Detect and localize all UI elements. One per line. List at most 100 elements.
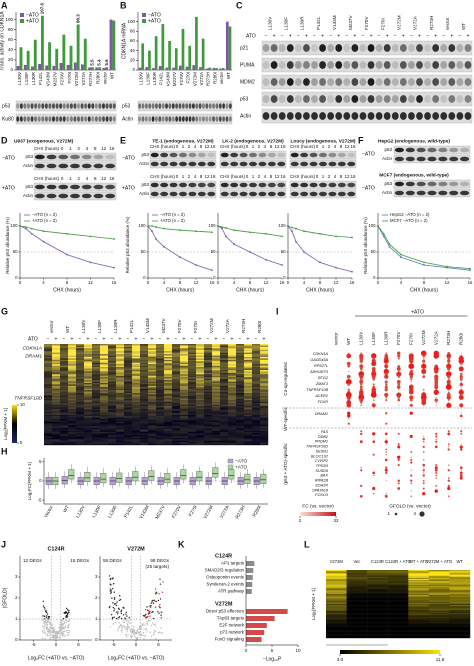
point [54, 637, 56, 640]
blot-band [262, 78, 270, 86]
heat-cell [140, 443, 149, 446]
bubble [458, 366, 464, 372]
point [120, 625, 122, 627]
blot-band [278, 61, 286, 69]
bubble [410, 461, 413, 464]
heat-cell [44, 416, 53, 418]
point [48, 628, 51, 630]
blot-band [148, 103, 152, 109]
blot-band [150, 161, 159, 167]
hours-value: 1 [252, 174, 255, 179]
heat-cell [188, 416, 197, 418]
heat-cell [449, 598, 471, 600]
heat-cell [84, 433, 93, 436]
heat-cell [326, 624, 347, 626]
heat-cell [172, 349, 181, 352]
heat-cell [156, 432, 165, 434]
heat-cell [148, 417, 157, 420]
heat-cell [204, 432, 213, 434]
bar [112, 20, 116, 70]
point [68, 632, 70, 634]
heat-cell [100, 372, 109, 375]
heat-cell [116, 419, 125, 421]
heat-cell [124, 411, 133, 414]
point [113, 616, 115, 618]
heat-cell [156, 369, 165, 372]
point [122, 606, 125, 609]
heat-cell [156, 417, 165, 420]
blot-band [335, 78, 343, 86]
heat-cell [164, 404, 173, 407]
heat-cell [180, 377, 189, 379]
heat-cell [172, 437, 181, 440]
x-axis-label: Log₂FC (+ATO vs. −ATO) [28, 655, 85, 661]
point [44, 637, 46, 640]
heat-cell [244, 377, 253, 379]
row-label: ATO [246, 33, 256, 39]
heat-cell [156, 391, 165, 394]
heat-cell [116, 395, 125, 398]
bar [76, 24, 80, 71]
heat-cell [124, 346, 133, 349]
heat-cell [76, 348, 85, 350]
blot-band [84, 116, 88, 122]
x-tick-label: 10 [295, 648, 301, 653]
blot-label: p53 [2, 103, 11, 109]
bubble [447, 375, 451, 379]
heat-cell [196, 407, 205, 410]
blot-band [300, 191, 309, 197]
heat-cell [52, 367, 61, 369]
point [149, 631, 151, 633]
heat-cell [84, 400, 93, 402]
ato-sign: + [103, 336, 106, 342]
heat-cell [172, 442, 181, 444]
heat-cell [116, 390, 125, 392]
blot-band [416, 190, 426, 196]
legend-title: GFOLD (vs. vector) [389, 503, 431, 509]
heat-cell [140, 423, 149, 425]
bubble [434, 445, 438, 449]
column-label: vector [49, 320, 54, 333]
point [61, 628, 63, 631]
heat-cell [100, 442, 109, 444]
heat-cell [260, 380, 269, 382]
heat-cell [220, 407, 229, 410]
heat-cell [196, 424, 205, 427]
heat-cell [228, 423, 237, 425]
blot-band [80, 103, 84, 109]
y-tick-label: 3 [95, 574, 98, 579]
blot-band [319, 112, 326, 120]
heat-cell [188, 358, 197, 361]
point [48, 618, 51, 621]
blot-band [185, 116, 189, 122]
heat-cell [108, 434, 117, 437]
blot-band [212, 103, 215, 109]
blot-band [105, 193, 116, 199]
heat-cell [108, 372, 117, 375]
point [67, 634, 69, 637]
heat-cell [60, 365, 69, 368]
heat-cell [244, 364, 253, 366]
blot-band [230, 182, 239, 188]
heat-cell [387, 628, 409, 631]
heat-cell [84, 419, 93, 421]
point [139, 631, 142, 633]
heat-cell [116, 434, 125, 437]
heat-cell [244, 434, 253, 437]
ato-sign: − [127, 336, 130, 342]
bubble [434, 466, 438, 470]
heat-cell [132, 352, 141, 355]
heat-cell [164, 432, 173, 434]
blot-band [335, 95, 343, 103]
heat-cell [212, 354, 221, 356]
colorbar [340, 650, 440, 654]
blot-band [161, 116, 165, 122]
heat-cell [244, 404, 253, 407]
heat-cell [228, 346, 237, 349]
hours-value: 8 [340, 144, 343, 149]
heat-cell [387, 591, 409, 593]
heat-cell [140, 346, 149, 349]
point [115, 611, 118, 613]
point [136, 630, 138, 633]
heat-cell [108, 391, 117, 394]
